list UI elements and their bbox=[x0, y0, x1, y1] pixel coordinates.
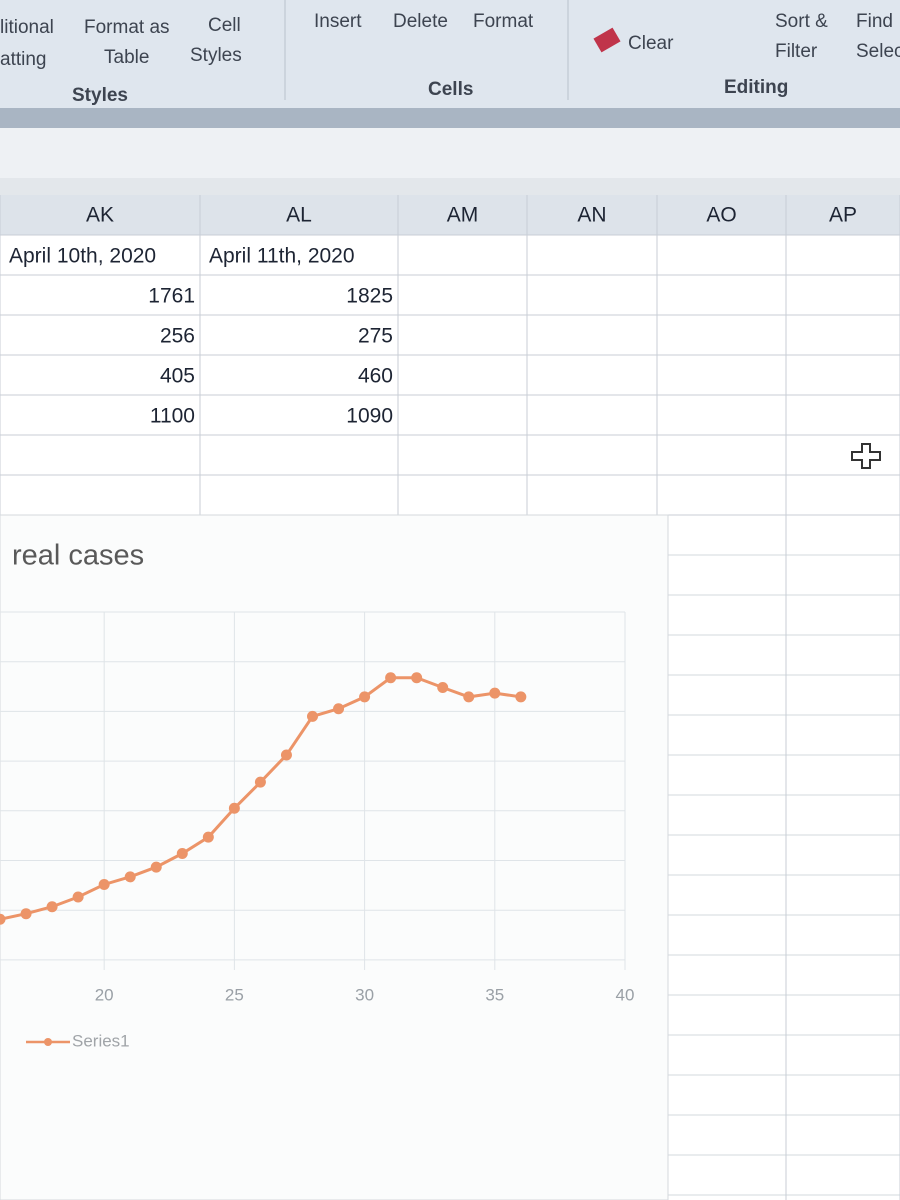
point bbox=[333, 703, 345, 715]
ribbon-button[interactable]: Format bbox=[473, 11, 534, 32]
point bbox=[202, 831, 214, 843]
x-tick-label: 40 bbox=[616, 985, 635, 1004]
x-tick-label: 35 bbox=[485, 985, 504, 1004]
cell-value: 1761 bbox=[148, 285, 195, 308]
ribbon-button[interactable]: Styles bbox=[190, 45, 242, 66]
point bbox=[280, 749, 292, 761]
cell-value: 1090 bbox=[346, 405, 393, 428]
column-header: AN bbox=[577, 204, 606, 227]
point bbox=[46, 901, 58, 913]
bar-gap bbox=[0, 178, 900, 198]
column-header: AM bbox=[447, 204, 479, 227]
point bbox=[489, 687, 501, 699]
ribbon-button[interactable]: Cell bbox=[208, 15, 241, 36]
ribbon bbox=[0, 0, 900, 108]
ribbon-button[interactable]: Find bbox=[856, 11, 893, 32]
cell-value: 460 bbox=[358, 365, 393, 388]
point bbox=[20, 908, 32, 920]
ribbon-button[interactable]: Filter bbox=[775, 41, 818, 62]
chart-area bbox=[0, 514, 669, 1200]
point bbox=[515, 691, 527, 703]
ribbon-button[interactable]: litional bbox=[0, 17, 54, 38]
chart-title: real cases bbox=[12, 540, 144, 572]
group-label: Cells bbox=[428, 79, 473, 100]
point bbox=[150, 861, 162, 873]
point bbox=[124, 871, 136, 883]
ribbon-button[interactable]: atting bbox=[0, 49, 46, 70]
point bbox=[228, 802, 240, 814]
x-tick-label: 20 bbox=[95, 985, 114, 1004]
point bbox=[254, 776, 266, 788]
point bbox=[307, 710, 318, 722]
cursor bbox=[851, 443, 881, 469]
column-header-row bbox=[0, 195, 900, 235]
point bbox=[437, 682, 449, 694]
group-label: Editing bbox=[724, 77, 788, 98]
cell-value: 1100 bbox=[150, 405, 195, 428]
ribbon-button[interactable]: Table bbox=[104, 47, 149, 68]
ribbon-button[interactable]: Format as bbox=[84, 17, 170, 38]
legend-marker bbox=[44, 1038, 52, 1046]
point bbox=[359, 691, 371, 703]
cell-text: April 10th, 2020 bbox=[9, 245, 156, 268]
point bbox=[463, 691, 475, 703]
column-header: AL bbox=[286, 204, 312, 227]
eraser-icon bbox=[593, 27, 621, 53]
point bbox=[0, 913, 6, 925]
point bbox=[411, 672, 423, 684]
ribbon-button[interactable]: Insert bbox=[314, 11, 362, 32]
point bbox=[385, 672, 397, 684]
point bbox=[72, 891, 84, 903]
column-header: AO bbox=[706, 204, 736, 227]
column-header: AP bbox=[829, 204, 857, 227]
point bbox=[98, 878, 110, 890]
column-header: AK bbox=[86, 204, 114, 227]
cell-value: 1825 bbox=[346, 285, 393, 308]
cell-value: 405 bbox=[160, 365, 195, 388]
x-tick-label: 30 bbox=[355, 985, 374, 1004]
legend-label: Series1 bbox=[72, 1031, 130, 1050]
formula-bar bbox=[0, 128, 900, 178]
ribbon-edge bbox=[0, 108, 900, 128]
ribbon-button[interactable]: Clear bbox=[628, 33, 674, 54]
ribbon-button[interactable]: Delete bbox=[393, 11, 448, 32]
group-label: Styles bbox=[72, 85, 128, 106]
ribbon-button[interactable]: Selec bbox=[856, 41, 900, 62]
point bbox=[176, 848, 188, 860]
ribbon-button[interactable]: Sort & bbox=[775, 11, 828, 32]
cell-value: 256 bbox=[160, 325, 195, 348]
cell-text: April 11th, 2020 bbox=[209, 245, 355, 268]
x-tick-label: 25 bbox=[225, 985, 244, 1004]
cell-value: 275 bbox=[358, 325, 393, 348]
